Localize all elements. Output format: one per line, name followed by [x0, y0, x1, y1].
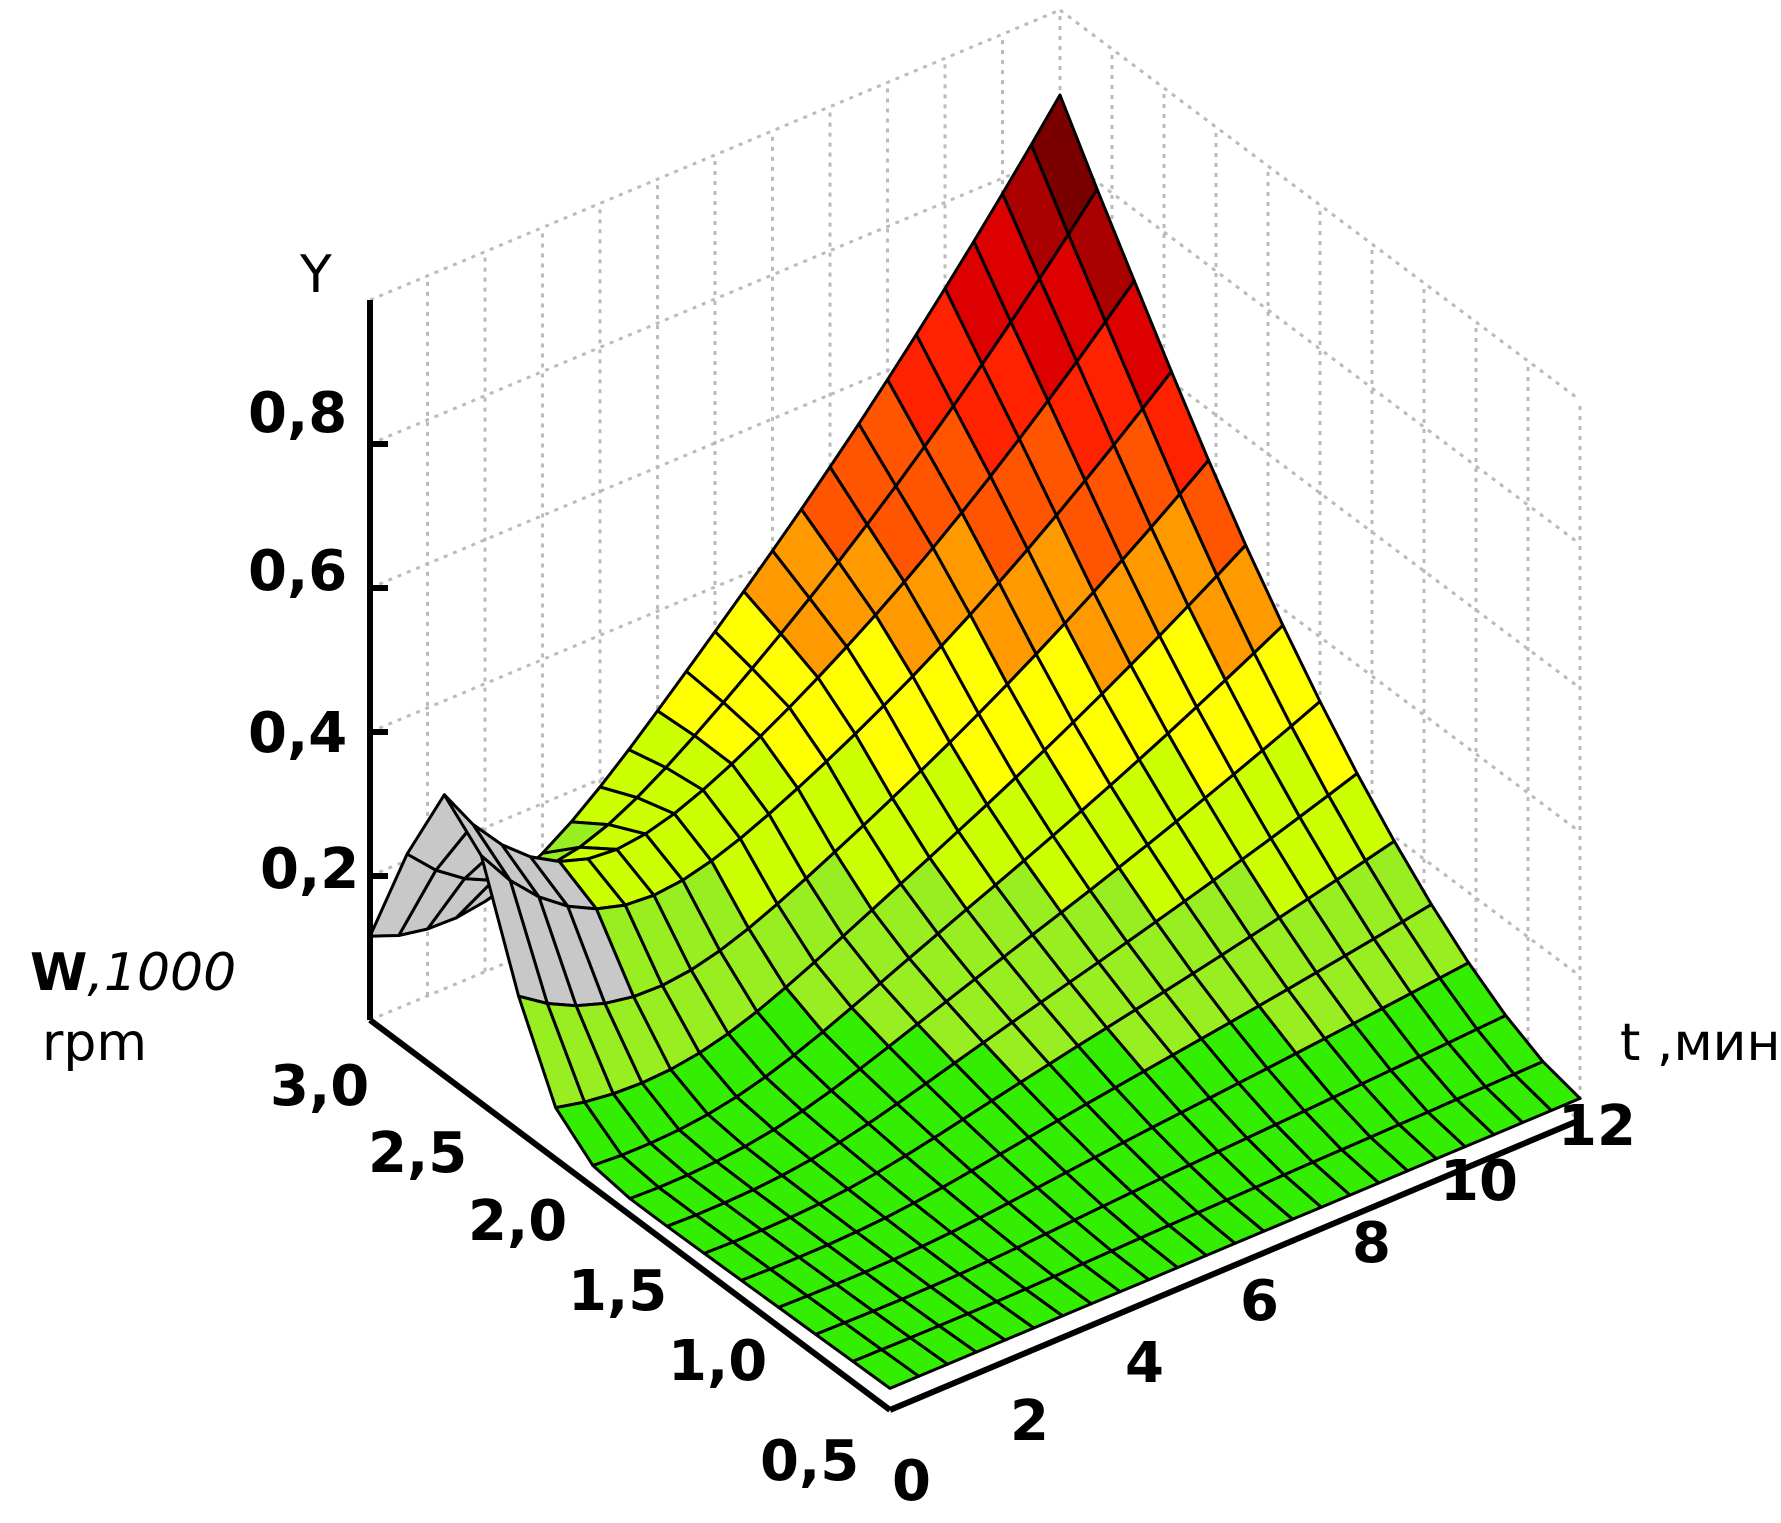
w-tick-label: 1,5 [568, 1259, 667, 1324]
grid-line [369, 8, 1061, 302]
w-axis-label: W,1000 [30, 943, 236, 1003]
w-axis-label-rest: ,1000 [87, 943, 236, 1003]
t-tick-label: 10 [1440, 1149, 1518, 1214]
grid-line [1059, 296, 1581, 690]
w-axis-line [368, 1017, 892, 1413]
y-tick-label: 0,6 [248, 539, 347, 604]
w-tick-label: 2,5 [368, 1121, 467, 1186]
t-axis-line [888, 1117, 1582, 1413]
y-tick-label: 0,8 [248, 381, 347, 446]
t-tick-label: 12 [1558, 1094, 1636, 1159]
grid-line [1059, 440, 1581, 834]
w-axis-label-bold: W [30, 943, 87, 1003]
w-axis-label-unit: rpm [42, 1013, 147, 1073]
t-tick-label: 4 [1125, 1331, 1164, 1396]
w-tick-label: 2,0 [468, 1189, 567, 1254]
y-tick-label: 0,4 [248, 701, 347, 766]
t-tick-label: 8 [1352, 1211, 1391, 1276]
grid-line [1059, 584, 1581, 978]
grid-line [1059, 152, 1581, 546]
axes [367, 300, 1582, 1413]
y-tick-label: 0,2 [260, 837, 359, 902]
y-axis-label: Y [299, 245, 332, 305]
grid-line [1059, 8, 1581, 402]
w-tick-label: 0,5 [760, 1429, 859, 1494]
grid-line [369, 152, 1061, 446]
t-tick-label: 6 [1240, 1269, 1279, 1334]
w-tick-label: 3,0 [270, 1054, 369, 1119]
surface-mesh [368, 93, 1582, 1390]
surface-cell [851, 1348, 921, 1390]
t-tick-label: 0 [892, 1449, 931, 1514]
w-tick-label: 1,0 [668, 1329, 767, 1394]
t-tick-label: 2 [1010, 1389, 1049, 1454]
t-axis-label: t ,мин [1620, 1013, 1780, 1073]
